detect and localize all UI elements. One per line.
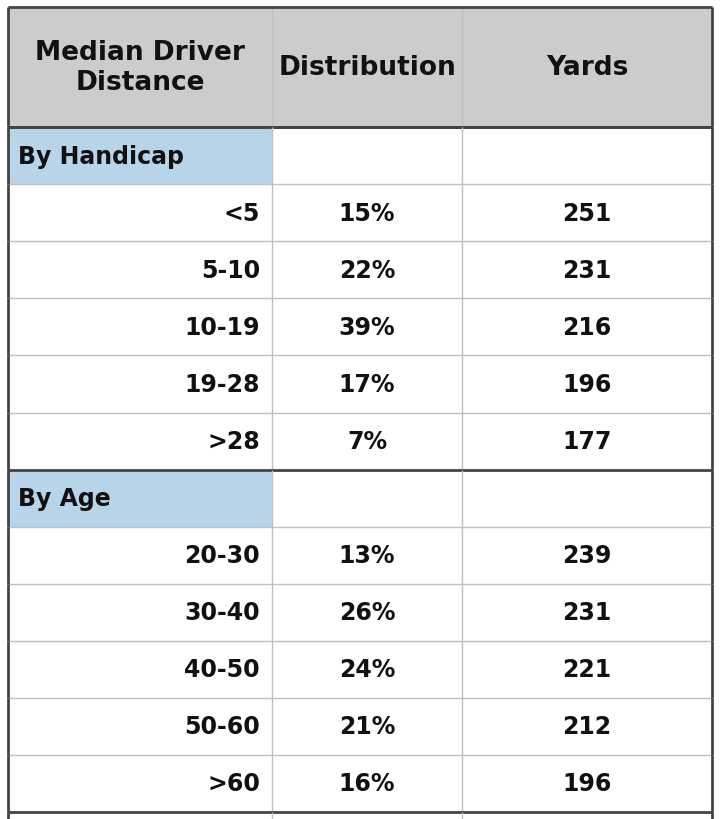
- Text: 19-28: 19-28: [184, 373, 260, 396]
- Text: Distribution: Distribution: [278, 55, 456, 81]
- Text: 212: 212: [562, 714, 611, 739]
- Text: 16%: 16%: [339, 771, 395, 795]
- Text: 196: 196: [562, 373, 612, 396]
- Text: 231: 231: [562, 600, 612, 624]
- Text: 30-40: 30-40: [184, 600, 260, 624]
- Text: By Age: By Age: [18, 486, 111, 510]
- Text: 216: 216: [562, 315, 612, 340]
- Text: 21%: 21%: [339, 714, 395, 739]
- Text: Median Driver
Distance: Median Driver Distance: [35, 40, 245, 96]
- Bar: [8, 242, 712, 299]
- Text: By Handicap: By Handicap: [18, 144, 184, 169]
- Text: 50-60: 50-60: [184, 714, 260, 739]
- Text: 10-19: 10-19: [184, 315, 260, 340]
- Bar: [8, 8, 712, 128]
- Bar: [8, 698, 712, 755]
- Bar: [8, 299, 712, 356]
- Text: 24%: 24%: [339, 658, 395, 681]
- Text: <5: <5: [224, 201, 260, 225]
- Text: 15%: 15%: [339, 201, 395, 225]
- Text: >60: >60: [207, 771, 260, 795]
- Text: 251: 251: [562, 201, 612, 225]
- Text: 26%: 26%: [339, 600, 395, 624]
- Text: Yards: Yards: [546, 55, 629, 81]
- Bar: [272, 128, 462, 185]
- Text: 221: 221: [562, 658, 611, 681]
- Text: 7%: 7%: [347, 429, 387, 454]
- Text: 13%: 13%: [339, 544, 395, 568]
- Bar: [8, 185, 712, 242]
- Text: 39%: 39%: [338, 315, 395, 340]
- Text: 20-30: 20-30: [184, 544, 260, 568]
- Text: >28: >28: [207, 429, 260, 454]
- Bar: [8, 641, 712, 698]
- Bar: [8, 584, 712, 641]
- Text: 239: 239: [562, 544, 612, 568]
- Bar: [8, 527, 712, 584]
- Bar: [8, 356, 712, 413]
- Text: 40-50: 40-50: [184, 658, 260, 681]
- Bar: [462, 470, 712, 527]
- Bar: [8, 413, 712, 470]
- Text: 5-10: 5-10: [201, 259, 260, 283]
- Bar: [8, 470, 272, 527]
- Bar: [8, 128, 272, 185]
- Bar: [462, 128, 712, 185]
- Bar: [272, 470, 462, 527]
- Bar: [8, 755, 712, 812]
- Bar: [8, 812, 712, 819]
- Text: 17%: 17%: [339, 373, 395, 396]
- Text: 231: 231: [562, 259, 612, 283]
- Text: 22%: 22%: [339, 259, 395, 283]
- Text: 177: 177: [562, 429, 612, 454]
- Text: 196: 196: [562, 771, 612, 795]
